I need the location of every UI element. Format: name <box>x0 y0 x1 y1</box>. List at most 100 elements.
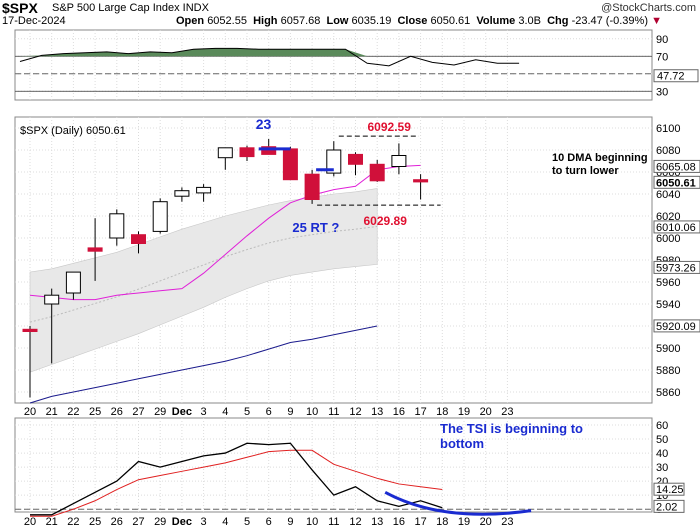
tsi-x-label: 19 <box>458 516 470 528</box>
ma-short-line <box>29 164 421 301</box>
tsi-x-label: 17 <box>414 516 426 528</box>
price-x-label: 9 <box>287 406 293 418</box>
price-tick-label: 5900 <box>656 343 680 355</box>
price-x-label: 20 <box>480 406 492 418</box>
price-x-label: 18 <box>436 406 448 418</box>
price-x-label: 16 <box>393 406 405 418</box>
price-x-label: 19 <box>458 406 470 418</box>
tsi-x-label: 3 <box>201 516 207 528</box>
candle-body <box>413 179 429 183</box>
site-credit: @StockCharts.com <box>601 2 696 14</box>
ma-long-line <box>29 325 378 404</box>
tsi-x-label: 9 <box>287 516 293 528</box>
price-value-box <box>653 175 700 189</box>
symbol-description: S&P 500 Large Cap Index INDX <box>52 2 209 14</box>
tsi-x-label: 20 <box>24 516 36 528</box>
price-value-label: 6065.08 <box>656 161 696 173</box>
rsi-tick-label: 90 <box>656 34 668 46</box>
candle-body <box>348 153 363 165</box>
tsi-tick-label: 30 <box>656 462 668 474</box>
candle-body <box>239 147 255 158</box>
price-tick-label: 6040 <box>656 189 680 201</box>
annotation-rt: 25 RT ? <box>292 220 339 235</box>
price-value-label: 5973.26 <box>656 262 696 274</box>
price-x-label: 12 <box>349 406 361 418</box>
annotation-note-1: 10 DMA beginning <box>552 152 648 164</box>
chart-date: 17-Dec-2024 <box>2 15 66 27</box>
tsi-line <box>30 442 443 516</box>
close-value: 6050.61 <box>430 15 471 27</box>
tsi-value: 2.02 <box>656 501 677 513</box>
chg-label: Chg <box>547 15 569 27</box>
candle-body <box>326 149 342 174</box>
tsi-x-label: 23 <box>501 516 513 528</box>
candle-body <box>261 146 277 155</box>
candle-body <box>282 148 298 181</box>
price-x-label: 23 <box>501 406 513 418</box>
candle-body <box>109 213 125 239</box>
tsi-x-label: 21 <box>46 516 58 528</box>
tsi-value-box <box>653 499 685 513</box>
tsi-x-label: 22 <box>67 516 79 528</box>
tsi-signal-value: 14.25 <box>656 484 684 496</box>
candle-body <box>22 328 38 332</box>
price-x-label: 10 <box>306 406 318 418</box>
price-value-box <box>653 319 700 333</box>
price-tick-label: 6100 <box>656 123 680 135</box>
open-value: 6052.55 <box>207 15 247 27</box>
price-x-label: 11 <box>328 406 339 418</box>
price-value-label: 6010.06 <box>656 222 696 234</box>
price-x-label: 22 <box>67 406 79 418</box>
tsi-x-label: 10 <box>306 516 318 528</box>
price-tick-label: 5880 <box>656 365 680 377</box>
tsi-annotation-2: bottom <box>440 436 484 451</box>
high-label: High <box>253 15 278 27</box>
price-x-label: 27 <box>132 406 144 418</box>
tsi-x-label: 5 <box>244 516 250 528</box>
price-tick-label: 6020 <box>656 211 680 223</box>
down-arrow-icon: ▼ <box>651 15 662 27</box>
price-value-label: 6050.61 <box>656 177 696 189</box>
rsi-value-label: 47.72 <box>657 71 685 83</box>
ohlc-readout: Open 6052.55 High 6057.68 Low 6035.19 Cl… <box>176 15 662 27</box>
tsi-bottom-arc <box>384 491 532 516</box>
tsi-x-label: 25 <box>89 516 101 528</box>
close-label: Close <box>397 15 428 27</box>
candle-body <box>369 163 385 182</box>
rsi-panel-frame <box>14 29 653 101</box>
price-x-label: 5 <box>244 406 250 418</box>
annotation-low-value: 6029.89 <box>364 214 408 228</box>
tsi-x-label: 4 <box>222 516 228 528</box>
candle-body <box>44 294 60 305</box>
price-tick-label: 5940 <box>656 299 680 311</box>
candle-body <box>174 190 190 197</box>
price-x-label: 26 <box>111 406 123 418</box>
tsi-tick-label: 40 <box>656 448 668 460</box>
price-tick-label: 6080 <box>656 145 680 157</box>
price-x-label: 6 <box>266 406 272 418</box>
volume-label: Volume <box>476 15 516 27</box>
price-value-box <box>653 159 700 173</box>
price-x-label: 20 <box>24 406 36 418</box>
price-value-box <box>653 260 700 274</box>
price-legend: $SPX (Daily) 6050.61 <box>20 125 126 137</box>
tsi-x-label: 27 <box>132 516 144 528</box>
tsi-tick-label: 60 <box>656 420 668 432</box>
candle-body <box>87 247 103 252</box>
candle-body <box>217 147 233 159</box>
symbol-title: $SPX <box>2 0 38 16</box>
tsi-x-label: 11 <box>328 516 339 528</box>
candle-body <box>304 173 320 200</box>
annotation-23: 23 <box>256 116 272 132</box>
candle-body <box>196 186 212 194</box>
price-x-label: Dec <box>172 406 192 418</box>
candle-body <box>131 234 146 244</box>
high-value: 6057.68 <box>280 15 321 27</box>
price-x-label: 13 <box>371 406 383 418</box>
rsi-line <box>19 47 520 67</box>
tsi-x-label: 13 <box>371 516 383 528</box>
chg-value: -23.47 (-0.39%) <box>571 15 648 27</box>
tsi-x-label: 12 <box>349 516 361 528</box>
rsi-tick-label: 30 <box>656 86 668 98</box>
